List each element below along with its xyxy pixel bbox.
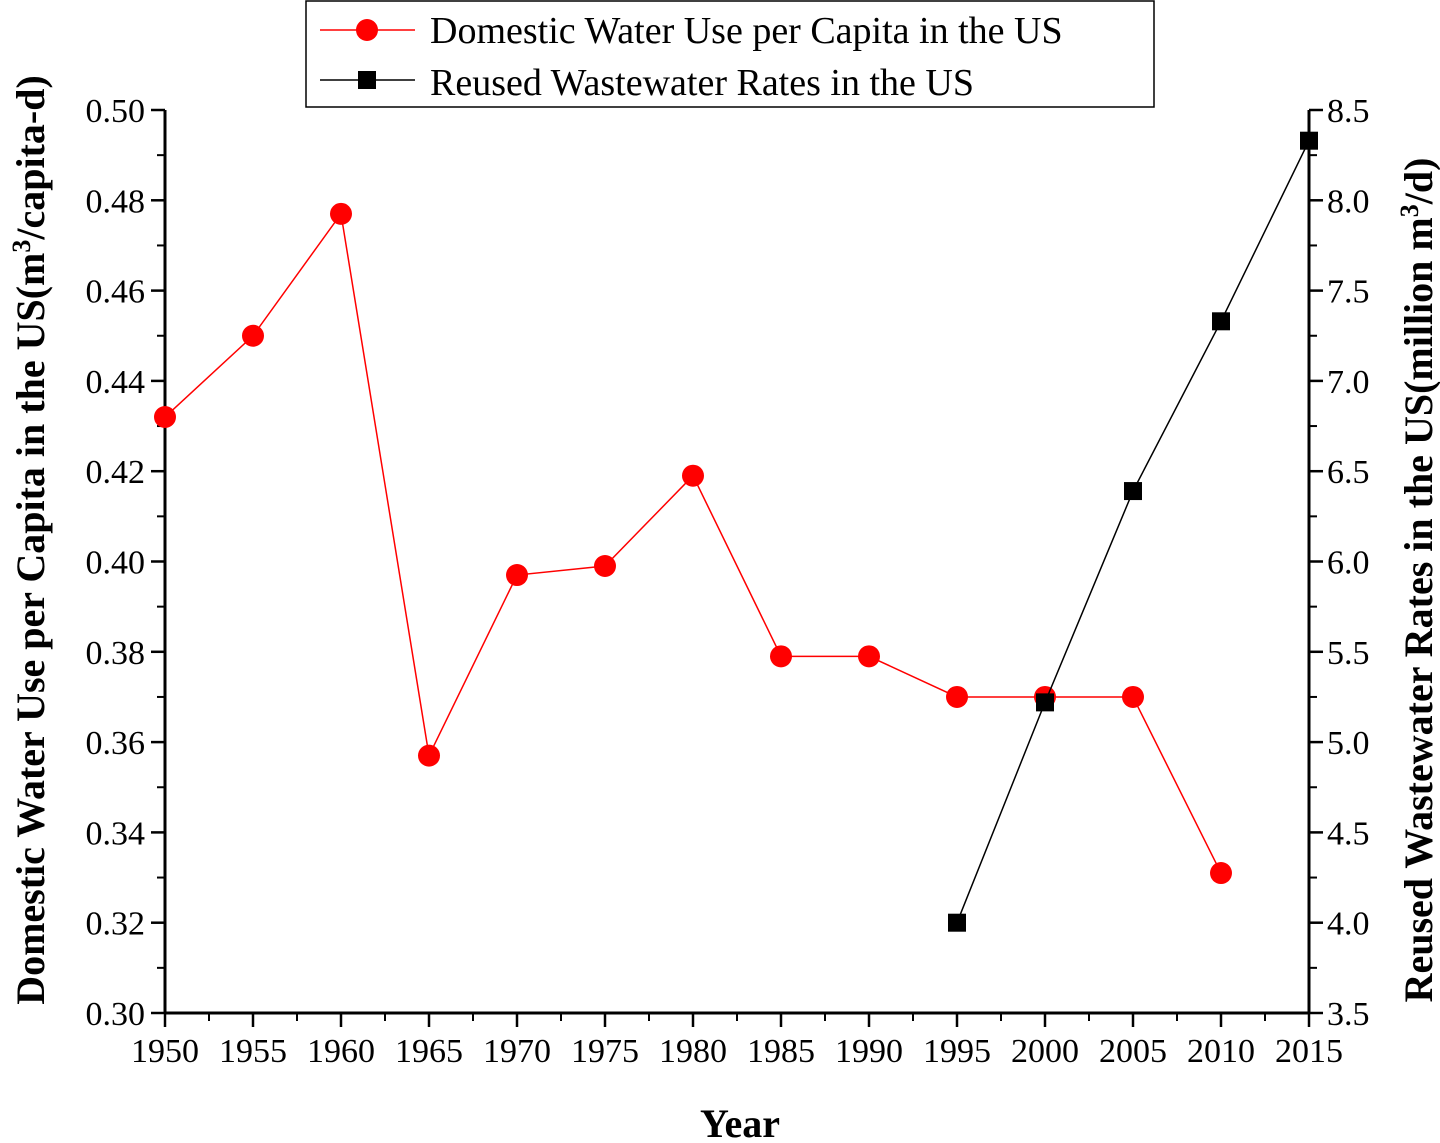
x-tick-label: 2010 (1187, 1033, 1255, 1070)
x-tick-label: 1960 (307, 1033, 375, 1070)
x-tick-label: 1985 (747, 1033, 815, 1070)
x-tick-label: 2000 (1011, 1033, 1079, 1070)
data-point-domestic (242, 324, 264, 347)
x-axis-label: Year (700, 1101, 780, 1143)
x-tick-label: 1965 (395, 1033, 463, 1070)
right-y-tick-label: 7.5 (1327, 274, 1370, 311)
legend-label-domestic: Domestic Water Use per Capita in the US (430, 10, 1063, 52)
series-marks (154, 131, 1318, 932)
data-point-domestic (682, 464, 704, 487)
left-y-tick-label: 0.50 (86, 93, 146, 130)
left-y-tick-label: 0.36 (86, 725, 146, 762)
legend: Domestic Water Use per Capita in the US … (305, 0, 1155, 108)
data-point-domestic (946, 685, 968, 708)
x-tick-label: 1955 (219, 1033, 287, 1070)
left-y-axis-label: Domestic Water Use per Capita in the US(… (7, 75, 54, 1005)
right-y-tick-label: 4.0 (1327, 906, 1370, 943)
right-y-tick-label: 8.0 (1327, 183, 1370, 220)
data-point-reused (1124, 482, 1142, 501)
left-y-tick-label: 0.42 (86, 454, 146, 491)
x-tick-label: 1975 (571, 1033, 639, 1070)
right-y-tick-label: 4.5 (1327, 815, 1370, 852)
series-line-domestic (164, 211, 1222, 874)
x-tick-label: 1970 (483, 1033, 551, 1070)
x-tick-label: 1950 (131, 1033, 199, 1070)
right-y-tick-label: 3.5 (1327, 996, 1370, 1033)
data-point-domestic (858, 645, 880, 668)
x-tick-label: 2005 (1099, 1033, 1167, 1070)
left-y-tick-label: 0.48 (86, 183, 146, 220)
right-y-tick-label: 5.5 (1327, 635, 1370, 672)
series-line-reused (956, 140, 1310, 923)
x-tick-label: 1995 (923, 1033, 991, 1070)
legend-box (305, 0, 1155, 108)
data-point-domestic (506, 564, 528, 587)
x-tick-label: 1980 (659, 1033, 727, 1070)
legend-marker-domestic (356, 19, 378, 41)
data-point-domestic (418, 744, 440, 767)
data-point-reused (948, 913, 966, 932)
right-y-axis-label: Reused Wastewater Rates in the US(millio… (1395, 158, 1440, 1003)
data-point-domestic (770, 645, 792, 668)
left-y-tick-label: 0.30 (86, 996, 146, 1033)
right-y-tick-label: 7.0 (1327, 364, 1370, 401)
x-tick-label: 1990 (835, 1033, 903, 1070)
data-point-domestic (594, 555, 616, 578)
data-point-domestic (330, 202, 352, 225)
left-y-tick-label: 0.46 (86, 274, 146, 311)
data-point-reused (1212, 312, 1230, 331)
data-point-domestic (154, 406, 176, 429)
axes: 1950 1955 1960 1965 1970 1975 1980 1985 1990 1995… (86, 93, 1370, 1070)
left-y-tick-label: 0.34 (86, 815, 146, 852)
data-point-domestic (1210, 862, 1232, 885)
left-y-tick-label: 0.38 (86, 635, 146, 672)
data-point-reused (1036, 693, 1054, 712)
left-y-tick-label: 0.44 (86, 364, 146, 401)
right-y-tick-label: 8.5 (1327, 93, 1370, 130)
data-point-reused (1300, 131, 1318, 150)
x-tick-label: 2015 (1275, 1033, 1343, 1070)
legend-label-reused: Reused Wastewater Rates in the US (430, 62, 974, 104)
legend-marker-reused (358, 71, 376, 89)
left-y-tick-label: 0.40 (86, 545, 146, 582)
left-y-tick-label: 0.32 (86, 906, 146, 943)
right-y-tick-label: 6.0 (1327, 545, 1370, 582)
data-point-domestic (1122, 685, 1144, 708)
right-y-tick-label: 6.5 (1327, 454, 1370, 491)
right-y-tick-label: 5.0 (1327, 725, 1370, 762)
